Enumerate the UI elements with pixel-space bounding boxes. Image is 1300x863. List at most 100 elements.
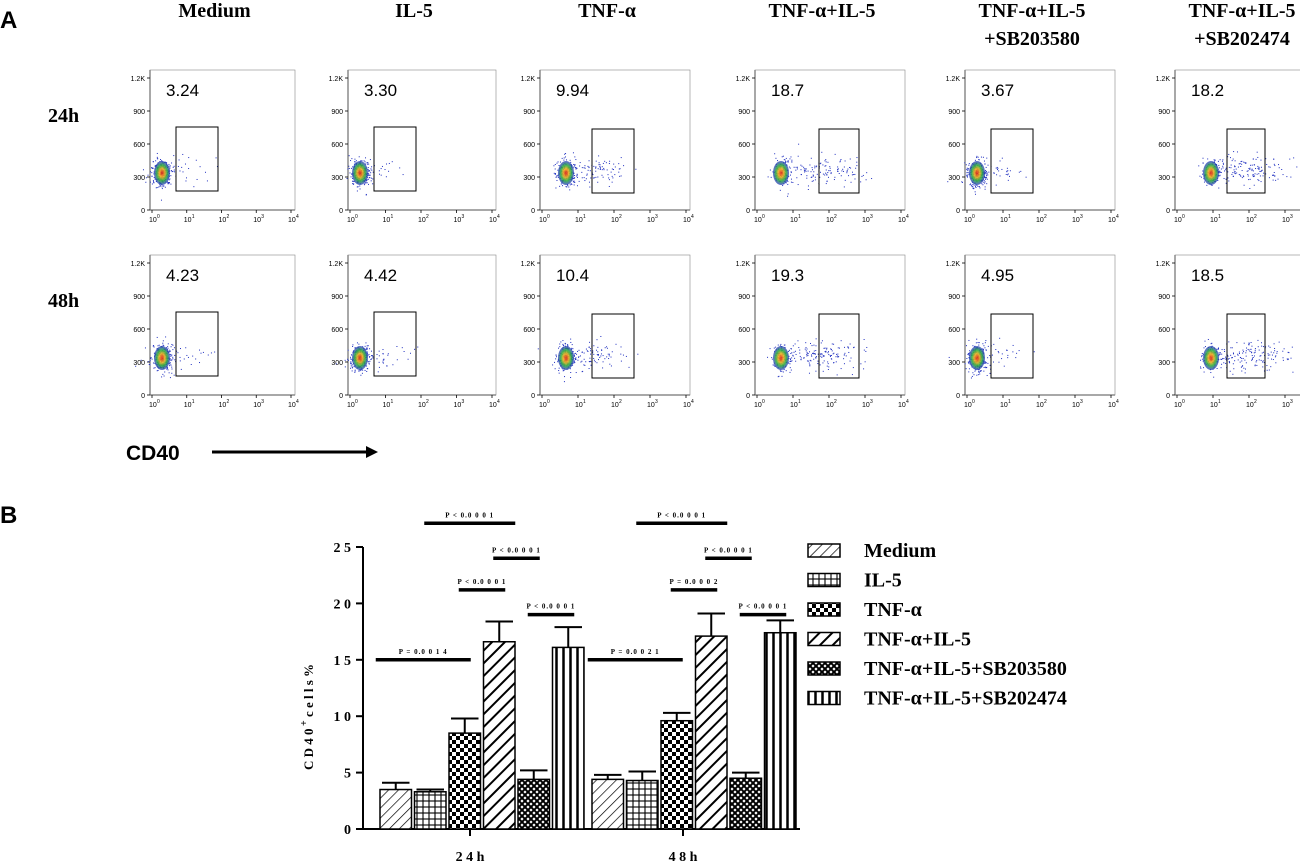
event-dot (637, 353, 639, 355)
event-dot (1005, 173, 1007, 175)
event-dot (1233, 368, 1235, 370)
event-dot (811, 169, 813, 171)
event-dot (365, 342, 367, 344)
density-core (154, 161, 170, 185)
event-dot (350, 361, 352, 363)
event-dot (1222, 162, 1224, 164)
event-dot (1231, 357, 1233, 359)
y-tick-label: 600 (738, 142, 750, 149)
event-dot (595, 176, 597, 178)
event-dot (1251, 351, 1253, 353)
event-dot (1260, 166, 1262, 168)
event-dot (796, 168, 798, 170)
event-dot (785, 370, 787, 372)
event-dot (967, 171, 969, 173)
event-dot (986, 174, 988, 176)
event-dot (156, 156, 158, 158)
event-dot (969, 184, 971, 186)
event-dot (1007, 174, 1009, 176)
event-dot (774, 365, 776, 367)
event-dot (1218, 164, 1220, 166)
x-tick-label: 10 (1210, 217, 1218, 224)
event-dot (555, 356, 557, 358)
event-dot (828, 354, 830, 356)
x-tick-exponent: 2 (834, 399, 837, 405)
event-dot (816, 165, 818, 167)
event-dot (1273, 343, 1275, 345)
event-dot (809, 359, 811, 361)
x-tick-label: 10 (1282, 402, 1290, 409)
event-dot (1219, 170, 1221, 172)
event-dot (807, 353, 809, 355)
event-dot (984, 176, 986, 178)
event-dot (353, 366, 355, 368)
event-dot (794, 350, 796, 352)
event-dot (592, 174, 594, 176)
event-dot (608, 177, 610, 179)
event-dot (825, 165, 827, 167)
event-dot (1216, 367, 1218, 369)
event-dot (1251, 170, 1253, 172)
event-dot (1232, 158, 1234, 160)
event-dot (849, 343, 851, 345)
event-dot (811, 354, 813, 356)
event-dot (785, 161, 787, 163)
event-dot (1008, 175, 1010, 177)
event-dot (168, 163, 170, 165)
event-dot (983, 160, 985, 162)
event-dot (856, 161, 858, 163)
event-dot (366, 182, 368, 184)
event-dot (363, 184, 365, 186)
event-dot (1018, 171, 1020, 173)
event-dot (1001, 353, 1003, 355)
event-dot (360, 160, 362, 162)
event-dot (1267, 357, 1269, 359)
event-dot (787, 180, 789, 182)
event-dot (1241, 177, 1243, 179)
event-dot (564, 153, 566, 155)
event-dot (1228, 180, 1230, 182)
event-dot (372, 171, 374, 173)
x-tick-label: 10 (1210, 402, 1218, 409)
event-dot (987, 345, 989, 347)
event-dot (795, 353, 797, 355)
event-dot (590, 364, 592, 366)
event-dot (1243, 342, 1245, 344)
event-dot (809, 364, 811, 366)
event-dot (556, 180, 558, 182)
event-dot (1254, 164, 1256, 166)
event-dot (1228, 153, 1230, 155)
event-dot (174, 359, 176, 361)
event-dot (1237, 359, 1239, 361)
event-dot (1255, 158, 1257, 160)
event-dot (370, 180, 372, 182)
event-dot (589, 170, 591, 172)
event-dot (788, 362, 790, 364)
event-dot (779, 189, 781, 191)
event-dot (970, 183, 972, 185)
y-tick-label: 600 (948, 142, 960, 149)
event-dot (825, 161, 827, 163)
event-dot (1263, 351, 1265, 353)
event-dot (172, 166, 174, 168)
event-dot (176, 350, 178, 352)
gate-value: 9.94 (556, 81, 589, 100)
event-dot (984, 362, 986, 364)
event-dot (820, 353, 822, 355)
event-dot (995, 349, 997, 351)
event-dot (799, 349, 801, 351)
event-dot (157, 345, 159, 347)
event-dot (1220, 171, 1222, 173)
event-dot (807, 170, 809, 172)
event-dot (840, 159, 842, 161)
event-dot (782, 371, 784, 373)
event-dot (579, 355, 581, 357)
event-dot (187, 356, 189, 358)
event-dot (173, 155, 175, 157)
event-dot (813, 344, 815, 346)
event-dot (1219, 174, 1221, 176)
event-dot (800, 173, 802, 175)
event-dot (350, 362, 352, 364)
x-tick-label: 10 (754, 217, 762, 224)
x-tick-label: 10 (898, 402, 906, 409)
